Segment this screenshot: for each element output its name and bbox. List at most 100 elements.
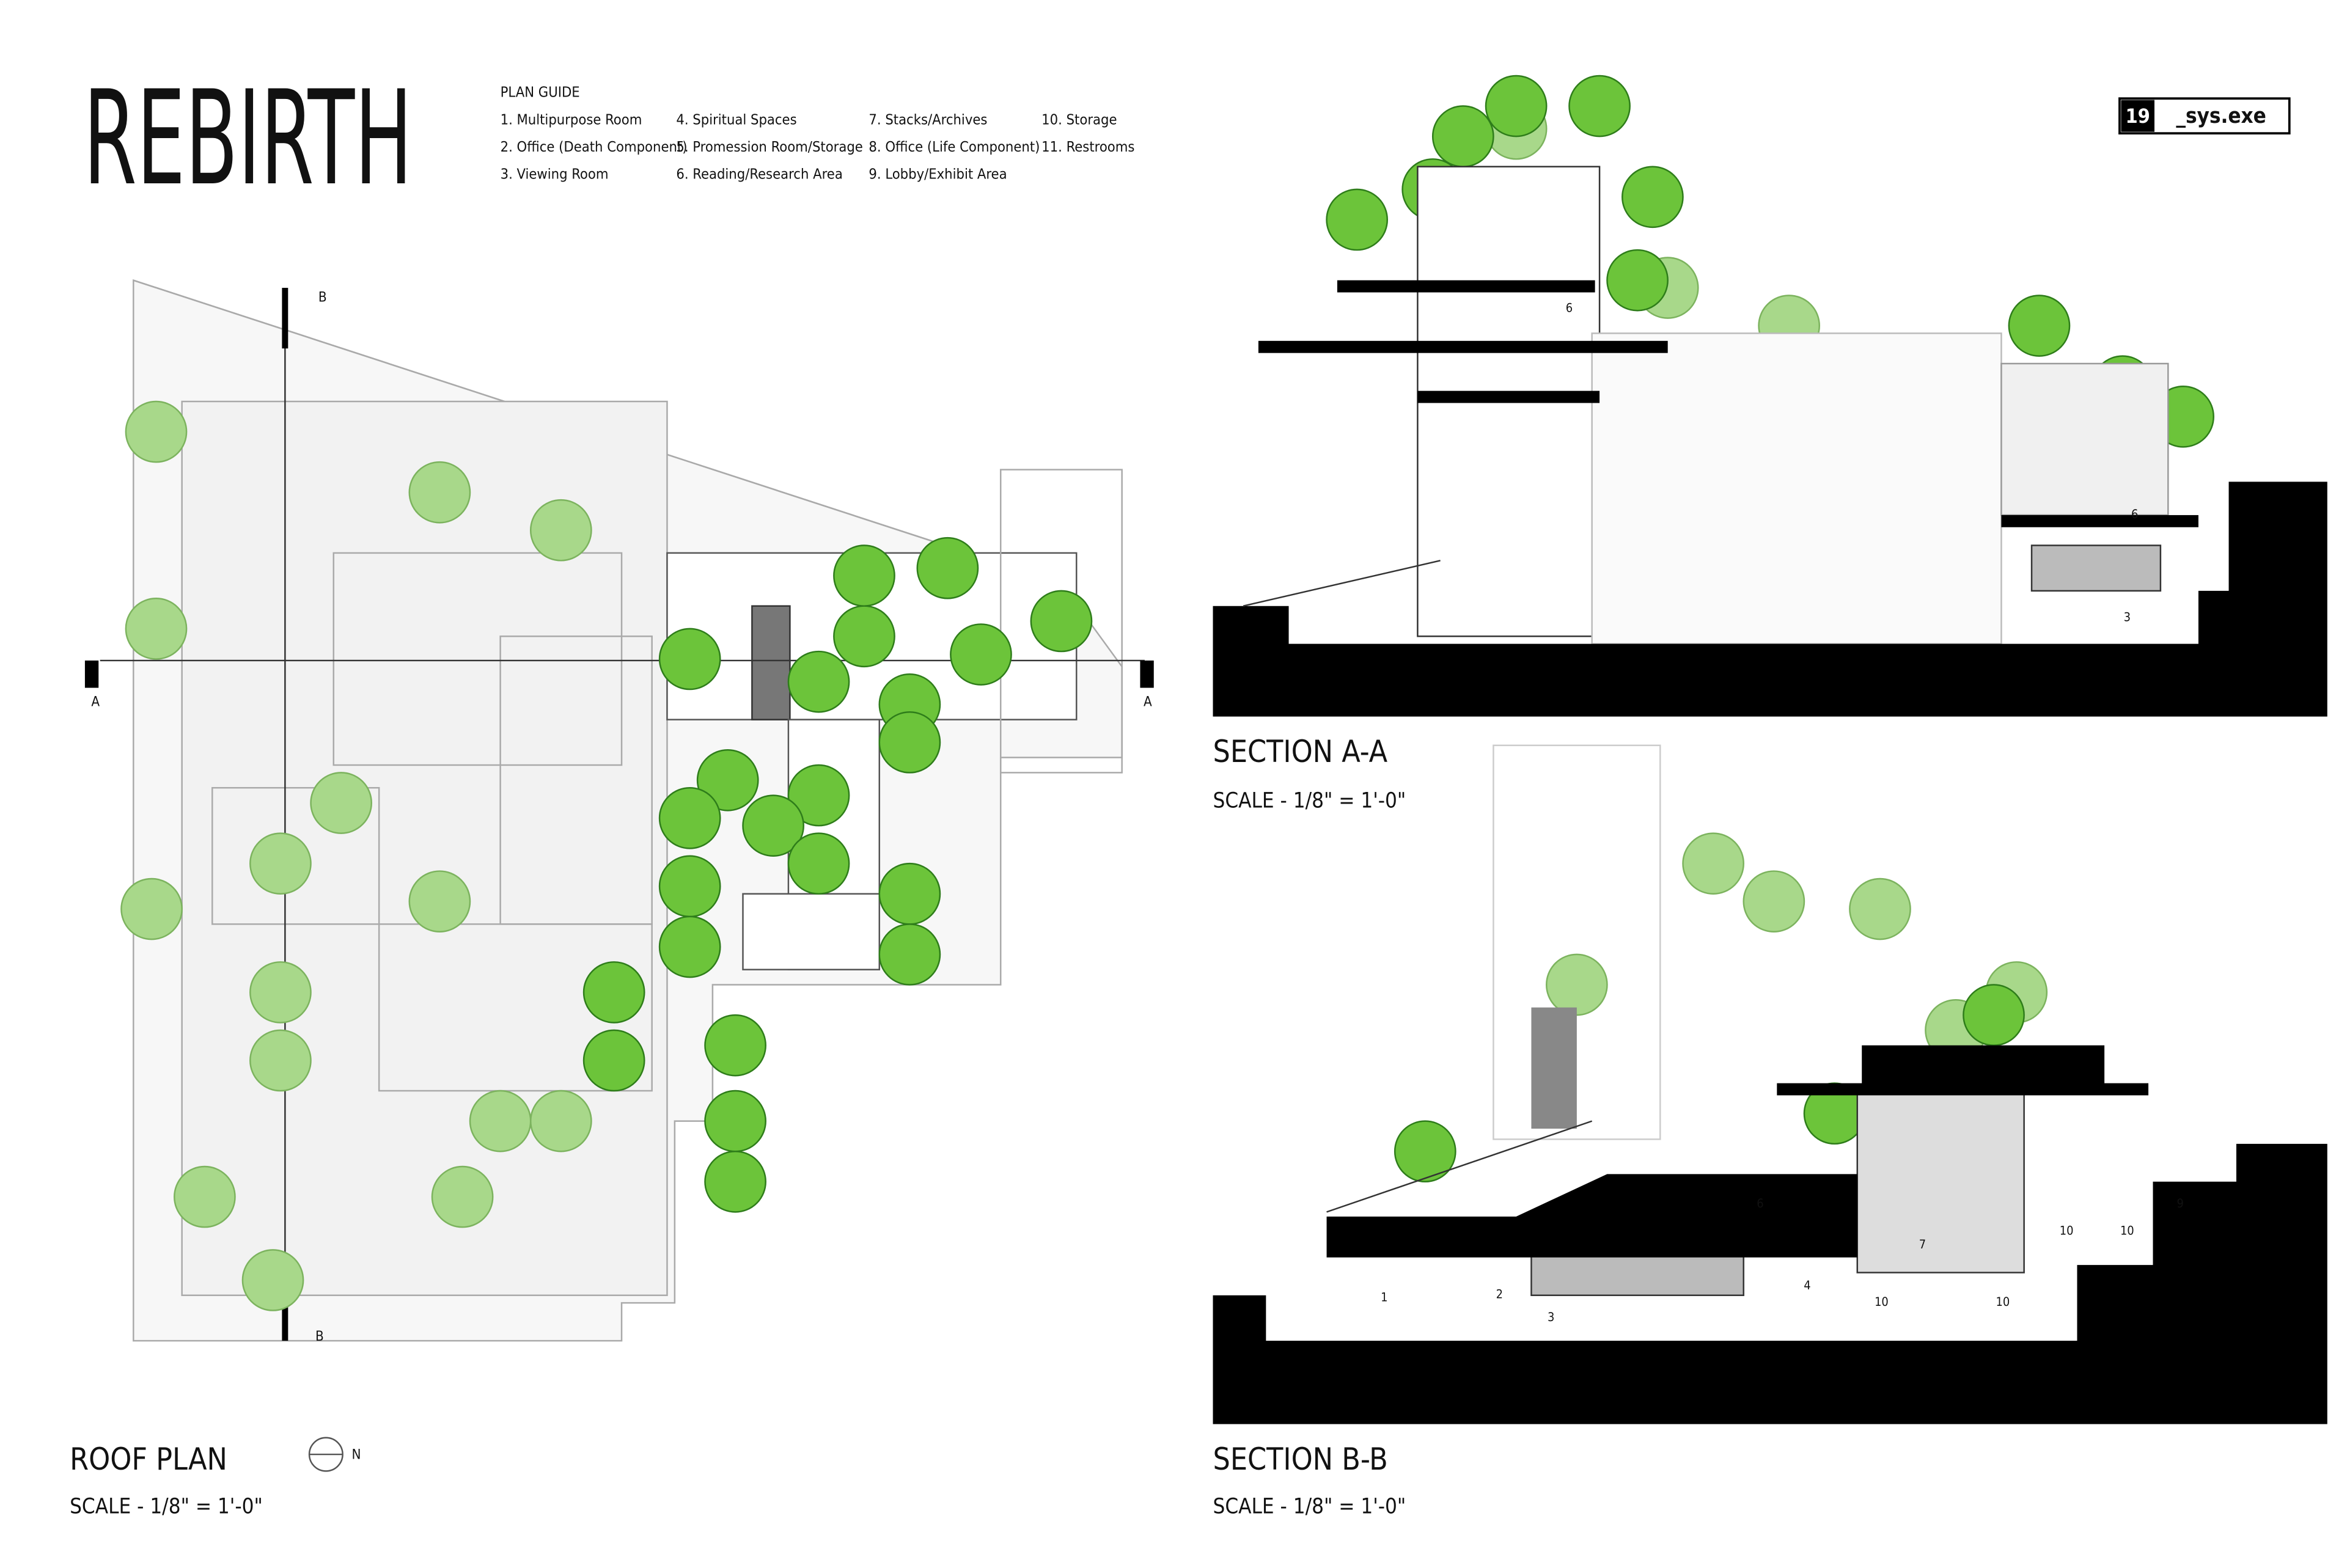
section-a-drawing [1213, 166, 2327, 717]
logo-text: _sys.exe [2176, 104, 2266, 128]
tree [2008, 295, 2071, 357]
section-marker [84, 660, 99, 688]
room-label: 10 [1875, 1295, 1889, 1309]
tree [878, 862, 941, 925]
tree [174, 1165, 236, 1228]
tree [469, 1090, 532, 1152]
guide-item: 7. Stacks/Archives [869, 111, 987, 128]
tree [120, 877, 183, 940]
tree [408, 870, 471, 932]
marker-label: A [91, 694, 100, 709]
room-label: 6 [1757, 1196, 1763, 1211]
tree [529, 1090, 592, 1152]
room-label: 3 [1548, 1310, 1554, 1324]
tree [916, 537, 979, 599]
tree [582, 961, 645, 1024]
room-label: 6 [1566, 301, 1573, 315]
tree [1545, 953, 1608, 1016]
tree [787, 832, 850, 895]
tree [249, 832, 312, 895]
tree [582, 1029, 645, 1092]
tree [833, 544, 895, 607]
room-label: 6 [2131, 507, 2138, 521]
tree [658, 855, 721, 918]
tree [696, 749, 759, 811]
section-marker [282, 288, 288, 349]
tree [1030, 590, 1093, 653]
plan-title: ROOF PLAN [70, 1442, 227, 1477]
roof-plan-drawing [100, 279, 1145, 1342]
tree [704, 1014, 766, 1077]
room-label: 1 [1381, 1291, 1387, 1305]
plan-scale: SCALE - 1/8" = 1'-0" [70, 1495, 263, 1519]
tree [1485, 75, 1548, 137]
tree [408, 461, 471, 524]
title: REBIRTH [83, 63, 412, 214]
guide-heading: PLAN GUIDE [501, 84, 580, 101]
tree [1743, 870, 1805, 932]
guide-item: 9. Lobby/Exhibit Area [869, 166, 1007, 183]
room-label: 2 [1496, 1288, 1503, 1302]
guide-item: 4. Spiritual Spaces [676, 111, 796, 128]
tree [249, 1029, 312, 1092]
room-label: 10 [2060, 1224, 2074, 1238]
tree [658, 628, 721, 691]
plan-guide: 1. Multipurpose Room 2. Office (Death Com… [501, 111, 1135, 182]
tree [1682, 832, 1744, 895]
tree [787, 650, 850, 713]
section-b-drawing [1213, 744, 2327, 1424]
tree [1326, 188, 1389, 251]
section-b-title: SECTION B-B [1213, 1442, 1387, 1477]
tree [241, 1249, 304, 1311]
section-marker [1140, 660, 1154, 688]
tree [950, 623, 1012, 686]
logo-block [2121, 100, 2154, 132]
logo-number: 19 [2125, 104, 2150, 128]
tree [125, 400, 188, 463]
tree [787, 764, 850, 827]
room-labels: 6 6 3 1 2 3 4 10 10 6 7 10 10 9 [1381, 301, 2184, 1324]
marker-label: B [318, 289, 327, 305]
tree [658, 915, 721, 978]
room-label: 4 [1804, 1278, 1810, 1292]
tree [125, 598, 188, 660]
north-label: N [352, 1447, 361, 1463]
tree [1963, 984, 2025, 1046]
tree [1606, 249, 1669, 312]
tree [742, 794, 804, 857]
section-a-title: SECTION A-A [1213, 734, 1387, 769]
section-a-scale: SCALE - 1/8" = 1'-0" [1213, 788, 1406, 813]
tree [431, 1165, 494, 1228]
tree [249, 961, 312, 1024]
tree [1394, 1120, 1456, 1183]
tree [1568, 75, 1631, 137]
guide-item: 1. Multipurpose Room [501, 111, 642, 128]
tree [310, 772, 372, 834]
tree [704, 1090, 766, 1152]
tree [878, 711, 941, 774]
room-label: 10 [1996, 1295, 2010, 1309]
guide-item: 11. Restrooms [1041, 138, 1134, 155]
marker-label: A [1144, 694, 1152, 709]
tree [1622, 166, 1684, 229]
section-b-scale: SCALE - 1/8" = 1'-0" [1213, 1495, 1406, 1519]
room-label: 9 [2176, 1196, 2183, 1211]
room-label: 7 [1919, 1237, 1926, 1251]
guide-item: 10. Storage [1041, 111, 1117, 128]
tree [658, 786, 721, 849]
tree [529, 499, 592, 562]
guide-item: 5. Promession Room/Storage [676, 138, 863, 155]
guide-item: 8. Office (Life Component) [869, 138, 1040, 155]
room-label: 10 [2120, 1224, 2134, 1238]
guide-item: 6. Reading/Research Area [676, 166, 842, 183]
logo: 19 _sys.exe [2118, 97, 2291, 135]
tree [1431, 105, 1494, 167]
tree [878, 923, 941, 986]
marker-label: B [315, 1328, 324, 1344]
room-label: 3 [2124, 610, 2131, 624]
tree [1849, 877, 1911, 940]
guide-item: 3. Viewing Room [501, 166, 609, 183]
tree [833, 605, 895, 668]
